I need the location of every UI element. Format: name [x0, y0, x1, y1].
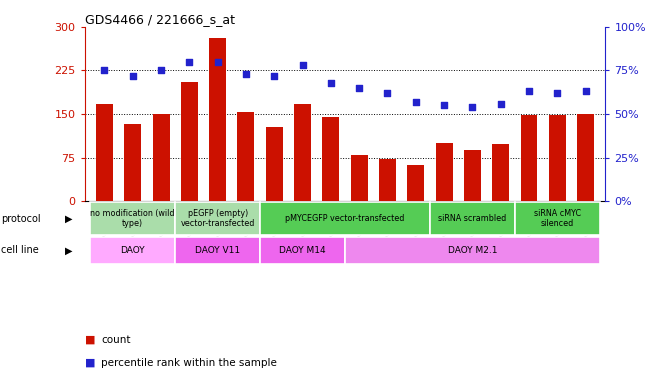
Text: DAOY M14: DAOY M14	[279, 246, 326, 255]
Text: DAOY V11: DAOY V11	[195, 246, 240, 255]
Text: ▶: ▶	[64, 214, 72, 223]
Point	[128, 73, 138, 79]
Point	[326, 79, 336, 86]
Text: siRNA cMYC
silenced: siRNA cMYC silenced	[534, 209, 581, 228]
Bar	[90, 202, 175, 235]
Bar	[181, 82, 198, 201]
Point	[156, 67, 166, 73]
Point	[467, 104, 478, 110]
Text: DAOY: DAOY	[120, 246, 145, 255]
Point	[439, 102, 449, 108]
Bar	[549, 115, 566, 201]
Bar	[294, 104, 311, 201]
Point	[354, 85, 365, 91]
Bar	[322, 118, 339, 201]
Point	[269, 73, 279, 79]
Bar	[521, 115, 538, 201]
Bar	[152, 114, 169, 201]
Text: siRNA scrambled: siRNA scrambled	[438, 214, 506, 223]
Text: no modification (wild
type): no modification (wild type)	[90, 209, 175, 228]
Text: GDS4466 / 221666_s_at: GDS4466 / 221666_s_at	[85, 13, 234, 26]
Text: ▶: ▶	[64, 245, 72, 255]
Text: count: count	[101, 335, 130, 345]
Bar	[266, 127, 283, 201]
Bar	[209, 38, 226, 201]
Bar	[515, 202, 600, 235]
Point	[411, 99, 421, 105]
Bar	[96, 104, 113, 201]
Bar	[351, 155, 368, 201]
Point	[495, 101, 506, 107]
Text: pMYCEGFP vector-transfected: pMYCEGFP vector-transfected	[285, 214, 405, 223]
Bar	[577, 114, 594, 201]
Text: protocol: protocol	[1, 214, 41, 223]
Bar	[408, 165, 424, 201]
Text: DAOY M2.1: DAOY M2.1	[448, 246, 497, 255]
Point	[184, 59, 195, 65]
Text: cell line: cell line	[1, 245, 39, 255]
Bar	[260, 237, 345, 264]
Text: pEGFP (empty)
vector-transfected: pEGFP (empty) vector-transfected	[180, 209, 255, 228]
Point	[212, 59, 223, 65]
Point	[382, 90, 393, 96]
Bar	[90, 237, 175, 264]
Point	[241, 71, 251, 77]
Bar	[175, 237, 260, 264]
Point	[552, 90, 562, 96]
Bar	[175, 202, 260, 235]
Point	[581, 88, 591, 94]
Bar	[436, 143, 452, 201]
Bar	[492, 144, 509, 201]
Point	[524, 88, 534, 94]
Bar	[124, 124, 141, 201]
Point	[99, 67, 109, 73]
Text: ■: ■	[85, 335, 99, 345]
Bar	[379, 159, 396, 201]
Text: ■: ■	[85, 358, 99, 368]
Bar	[260, 202, 430, 235]
Text: percentile rank within the sample: percentile rank within the sample	[101, 358, 277, 368]
Bar	[345, 237, 600, 264]
Bar	[464, 150, 481, 201]
Point	[298, 62, 308, 68]
Bar	[430, 202, 515, 235]
Bar	[238, 112, 255, 201]
